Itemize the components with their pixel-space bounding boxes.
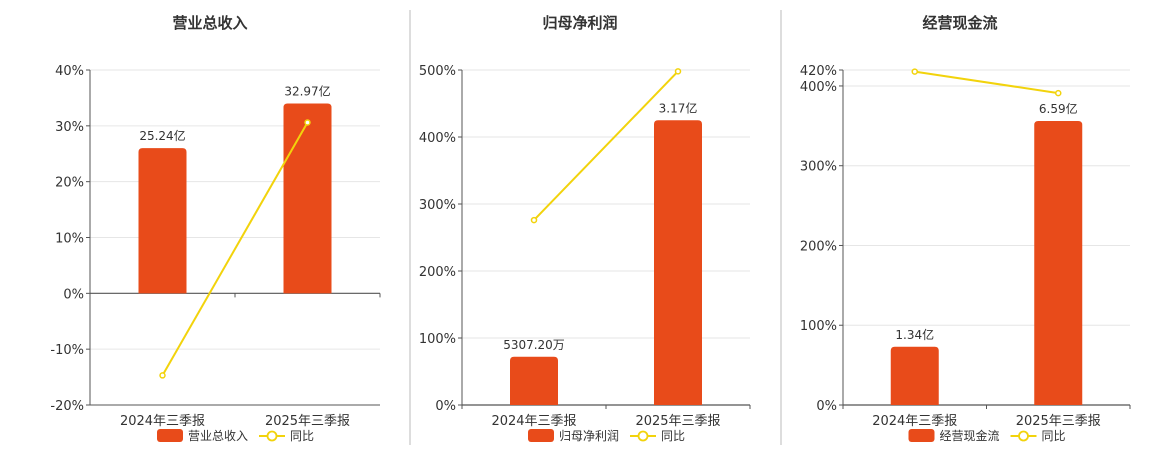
legend-bar-label: 经营现金流 [940, 428, 1000, 443]
legend-bar-swatch [157, 429, 183, 442]
bar [1034, 121, 1083, 406]
yoy-line [533, 70, 679, 221]
bar [654, 120, 702, 405]
legend-line-label: 同比 [1042, 429, 1066, 443]
chart-title: 归母净利润 [542, 14, 617, 32]
y-tick-label: 30% [55, 120, 84, 135]
legend-line-marker [637, 430, 649, 442]
y-tick-label: 200% [419, 265, 456, 280]
legend-line-label: 同比 [290, 429, 314, 443]
bar-data-label: 6.59亿 [1039, 101, 1078, 116]
bar [890, 346, 939, 405]
chart-title: 营业总收入 [172, 14, 247, 32]
bar [510, 356, 558, 405]
chart-title: 经营现金流 [922, 14, 997, 32]
legend-bar-label: 营业总收入 [188, 429, 248, 443]
yoy-point [911, 68, 918, 75]
y-tick-label: 300% [800, 160, 837, 175]
yoy-point [159, 372, 166, 379]
yoy-line [161, 121, 309, 376]
chart-2: 归母净利润 0% 100% 200% 300% 400% 500% 5307.20万 3.17亿… [419, 14, 751, 443]
y-tick-label: 20% [55, 176, 84, 191]
bar-data-label: 32.97亿 [284, 84, 330, 99]
y-tick-label: 100% [800, 319, 837, 334]
y-tick-label: 420% [800, 64, 837, 79]
y-tick-label: 500% [419, 64, 456, 79]
bar [283, 103, 332, 294]
x-tick-label: 2024年三季报 [120, 414, 205, 429]
x-tick-label: 2025年三季报 [1016, 414, 1101, 429]
y-tick-label: 0% [435, 399, 456, 414]
bar-data-label: 1.34亿 [895, 327, 934, 342]
legend-line-marker [1018, 430, 1029, 442]
x-tick-label: 2025年三季报 [265, 414, 350, 429]
y-tick-label: 10% [55, 232, 84, 247]
yoy-point [1055, 89, 1062, 97]
chart-1: 营业总收入 -20% -10% 0% 10% 20% 30% 40% 25.24亿 32.97亿 2… [50, 14, 381, 443]
legend-line-label: 同比 [661, 429, 685, 443]
x-tick-label: 2024年三季报 [491, 414, 576, 429]
yoy-point [304, 119, 311, 126]
y-tick-label: 100% [419, 332, 456, 347]
y-tick-label: 0% [816, 399, 837, 414]
bar [138, 148, 187, 294]
y-tick-label: -20% [50, 399, 84, 414]
legend-bar-label: 归母净利润 [559, 429, 619, 443]
bar-data-label: 5307.20万 [503, 338, 565, 352]
legend-bar-swatch [528, 429, 554, 442]
chart-3: 经营现金流 0% 100% 200% 300% 400%420% 1.34亿 6.59亿 202… [800, 14, 1131, 443]
bar-data-label: 3.17亿 [659, 100, 698, 115]
y-tick-label: -10% [50, 343, 84, 358]
y-tick-label: 300% [419, 198, 456, 213]
y-tick-label: 400% [800, 80, 837, 95]
yoy-point [674, 68, 682, 75]
yoy-point [530, 216, 538, 224]
y-tick-label: 200% [800, 239, 837, 254]
yoy-line [914, 70, 1059, 95]
y-tick-label: 400% [419, 131, 456, 146]
y-tick-label: 40% [55, 64, 84, 79]
bar-data-label: 25.24亿 [139, 128, 185, 143]
legend-bar-swatch [908, 429, 935, 442]
x-tick-label: 2025年三季报 [635, 414, 720, 429]
legend-line-marker [266, 430, 278, 442]
y-tick-label: 0% [63, 287, 84, 302]
x-tick-label: 2024年三季报 [872, 414, 957, 429]
